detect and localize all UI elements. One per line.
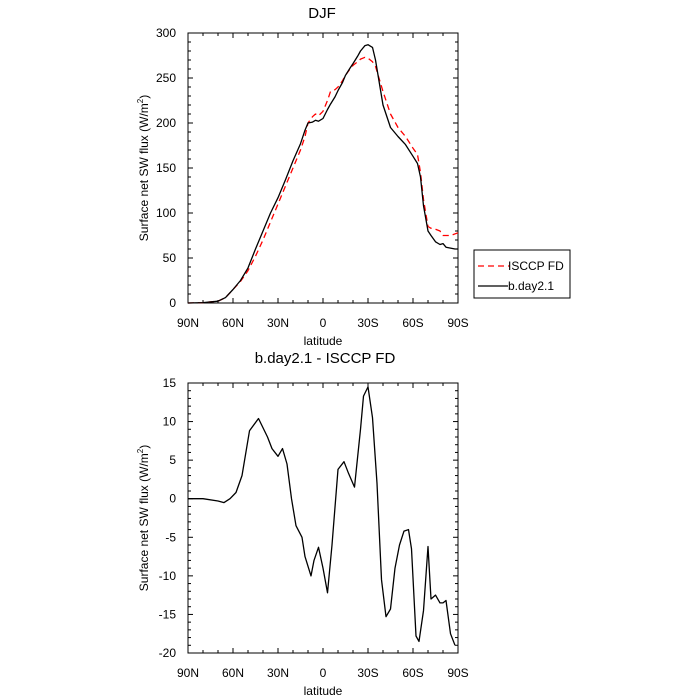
bottom-chart-title: b.day2.1 - ISCCP FD — [255, 350, 396, 367]
y-tick-label: -15 — [159, 607, 177, 621]
x-tick-label: 60S — [402, 666, 423, 680]
y-tick-label: -20 — [159, 646, 177, 660]
y-tick-label: -5 — [165, 530, 176, 544]
x-tick-label: 90S — [447, 316, 468, 330]
y-tick-label: 250 — [156, 71, 176, 85]
top-chart-title: DJF — [308, 5, 336, 22]
y-tick-label: -10 — [159, 569, 177, 583]
top-y-axis-title: Surface net SW flux (W/m2) — [136, 95, 151, 241]
bottom-y-axis-title: Surface net SW flux (W/m2) — [136, 445, 151, 591]
bottom-chart: b.day2.1 - ISCCP FD 90N 60N 30N 0 30S 60S 90S -… — [136, 350, 469, 698]
y-tick-label: 10 — [163, 415, 177, 429]
y-tick-label: 0 — [169, 296, 176, 310]
x-tick-label: 90N — [177, 316, 199, 330]
x-tick-label: 90S — [447, 666, 468, 680]
series-line-b-day2-1-isccp-fd — [188, 386, 456, 646]
y-tick-label: 0 — [169, 492, 176, 506]
legend-label-bday: b.day2.1 — [508, 279, 554, 293]
legend: ISCCP FD b.day2.1 — [473, 249, 571, 299]
y-tick-label: 15 — [163, 376, 177, 390]
y-tick-label: 150 — [156, 161, 176, 175]
legend-box — [473, 249, 571, 299]
y-tick-label: 50 — [163, 251, 177, 265]
x-tick-label: 60N — [222, 666, 244, 680]
x-tick-label: 30S — [357, 666, 378, 680]
series-line-b-day2-1 — [187, 44, 458, 304]
x-tick-label: 0 — [320, 316, 327, 330]
x-tick-label: 30N — [267, 666, 289, 680]
y-tick-label: 300 — [156, 26, 176, 40]
y-tick-label: 100 — [156, 206, 176, 220]
top-x-axis-title: latitude — [304, 334, 343, 348]
x-tick-label: 30N — [267, 316, 289, 330]
top-plot-frame — [187, 32, 459, 304]
top-chart: DJF 90N 60N 30N 0 30S 60S 90S 0 50 100 150 200 250 30… — [136, 5, 469, 348]
y-tick-label: 5 — [169, 453, 176, 467]
bottom-x-axis-title: latitude — [304, 684, 343, 698]
x-tick-label: 60S — [402, 316, 423, 330]
bottom-plot-frame — [187, 382, 459, 654]
x-tick-label: 30S — [357, 316, 378, 330]
legend-label-isccp: ISCCP FD — [508, 259, 564, 273]
x-tick-label: 60N — [222, 316, 244, 330]
y-tick-label: 200 — [156, 116, 176, 130]
x-tick-label: 0 — [320, 666, 327, 680]
x-tick-label: 90N — [177, 666, 199, 680]
series-line-isccp-fd — [187, 56, 459, 304]
